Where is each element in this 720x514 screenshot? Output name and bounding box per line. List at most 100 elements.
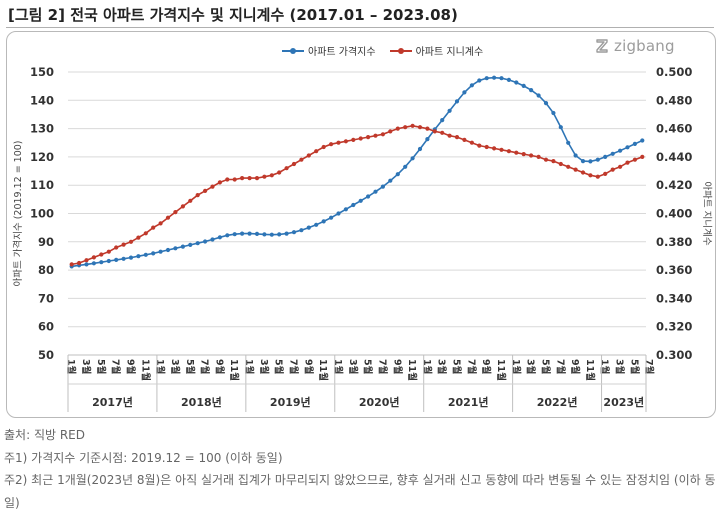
data-point-price bbox=[462, 90, 467, 95]
y-tick-label: 130 bbox=[30, 122, 54, 136]
data-point-price bbox=[299, 228, 304, 233]
data-point-gini bbox=[588, 173, 593, 178]
data-point-price bbox=[321, 219, 326, 224]
data-point-gini bbox=[492, 146, 497, 151]
y2-tick-label: 0.400 bbox=[656, 207, 692, 221]
data-point-gini bbox=[269, 173, 274, 178]
data-point-gini bbox=[358, 136, 363, 141]
y2-tick-label: 0.340 bbox=[656, 291, 692, 305]
data-point-price bbox=[410, 156, 415, 161]
data-point-price bbox=[514, 80, 519, 85]
data-point-gini bbox=[84, 258, 89, 263]
data-point-price bbox=[447, 108, 452, 113]
legend-item-gini: 아파트 지니계수 bbox=[389, 43, 483, 58]
data-point-gini bbox=[210, 184, 215, 189]
x-month-label: 5월 bbox=[362, 359, 374, 374]
data-point-gini bbox=[514, 150, 519, 155]
data-point-price bbox=[373, 189, 378, 194]
y2-tick-label: 0.380 bbox=[656, 235, 692, 249]
data-point-price bbox=[343, 207, 348, 212]
y2-tick-label: 0.440 bbox=[656, 150, 692, 164]
data-point-price bbox=[232, 232, 237, 237]
data-point-gini bbox=[136, 235, 141, 240]
x-month-label: 9월 bbox=[213, 359, 225, 374]
x-month-label: 5월 bbox=[184, 359, 196, 374]
axis-labels: 50 60 70 80 90 100 110 120 130 140 150 0.300 0.320 0.… bbox=[12, 65, 713, 362]
legend-item-price: 아파트 가격지수 bbox=[282, 43, 376, 58]
x-month-label: 11월 bbox=[228, 359, 240, 381]
data-point-gini bbox=[225, 177, 230, 182]
y2-tick-label: 0.420 bbox=[656, 178, 692, 192]
series-line-gini bbox=[71, 124, 643, 266]
x-month-label: 7월 bbox=[110, 359, 122, 374]
y2-tick-label: 0.460 bbox=[656, 122, 692, 136]
data-point-gini bbox=[77, 260, 82, 266]
data-point-gini bbox=[543, 157, 549, 162]
data-point-price bbox=[477, 78, 482, 83]
y-tick-label: 140 bbox=[30, 93, 54, 107]
data-point-price bbox=[217, 235, 222, 240]
x-year-label: 2017년 bbox=[92, 395, 133, 409]
data-point-gini bbox=[373, 133, 378, 138]
data-point-gini bbox=[151, 225, 156, 230]
data-point-gini bbox=[217, 180, 222, 185]
data-point-gini bbox=[165, 215, 171, 220]
x-year-label: 2021년 bbox=[448, 395, 489, 409]
x-month-label: 3월 bbox=[169, 359, 181, 374]
data-point-price bbox=[114, 257, 119, 262]
data-point-price bbox=[180, 244, 185, 249]
x-month-label: 7월 bbox=[554, 359, 566, 374]
data-point-gini bbox=[403, 125, 408, 130]
data-point-gini bbox=[188, 198, 193, 203]
x-month-label: 3월 bbox=[258, 359, 270, 374]
data-point-gini bbox=[203, 188, 208, 193]
data-point-price bbox=[521, 83, 526, 88]
data-point-gini bbox=[380, 132, 385, 137]
data-point-price bbox=[99, 260, 104, 265]
data-point-gini bbox=[618, 164, 623, 169]
x-month-label: 7월 bbox=[288, 359, 300, 374]
y-tick-label: 60 bbox=[38, 320, 54, 334]
data-point-price bbox=[551, 110, 556, 116]
data-point-price bbox=[395, 172, 400, 177]
legend: 아파트 가격지수 아파트 지니계수 bbox=[282, 43, 483, 58]
x-month-label: 11월 bbox=[495, 359, 507, 381]
data-point-price bbox=[358, 198, 363, 203]
x-month-label: 5월 bbox=[628, 359, 640, 374]
data-point-price bbox=[203, 239, 208, 244]
data-point-price bbox=[225, 233, 230, 238]
data-point-price bbox=[158, 249, 163, 254]
data-point-price bbox=[351, 202, 356, 208]
y-tick-label: 120 bbox=[30, 150, 54, 164]
x-year-label: 2023년 bbox=[603, 395, 644, 409]
note-1: 주1) 가격지수 기준시점: 2019.12 = 100 (이하 동일) bbox=[4, 450, 283, 465]
source-note: 출처: 직방 RED bbox=[4, 428, 85, 442]
data-point-price bbox=[136, 254, 141, 259]
data-point-price bbox=[195, 241, 200, 246]
data-point-gini bbox=[69, 262, 74, 267]
data-point-price bbox=[284, 231, 289, 236]
data-point-gini bbox=[536, 154, 541, 159]
data-point-price bbox=[403, 164, 408, 169]
y2-axis-title: 아파트 지니계수 bbox=[701, 181, 713, 245]
data-point-price bbox=[632, 141, 638, 146]
data-point-price bbox=[440, 118, 445, 123]
data-point-gini bbox=[603, 171, 608, 176]
data-point-gini bbox=[329, 142, 334, 147]
y-tick-label: 90 bbox=[38, 235, 54, 249]
data-point-gini bbox=[632, 157, 638, 162]
x-month-label: 3월 bbox=[525, 359, 537, 374]
data-point-gini bbox=[277, 170, 282, 175]
series-line-price bbox=[71, 76, 643, 268]
data-point-gini bbox=[180, 204, 185, 209]
x-month-label: 3월 bbox=[80, 359, 92, 374]
x-month-label: 9월 bbox=[480, 359, 492, 374]
data-point-gini bbox=[447, 133, 452, 138]
x-month-label: 11월 bbox=[317, 359, 329, 381]
x-month-label: 7월 bbox=[199, 359, 211, 374]
data-point-price bbox=[543, 101, 549, 106]
data-point-gini bbox=[336, 140, 341, 145]
data-point-gini bbox=[395, 126, 400, 131]
x-month-label: 9월 bbox=[569, 359, 581, 374]
data-point-price bbox=[566, 140, 571, 145]
